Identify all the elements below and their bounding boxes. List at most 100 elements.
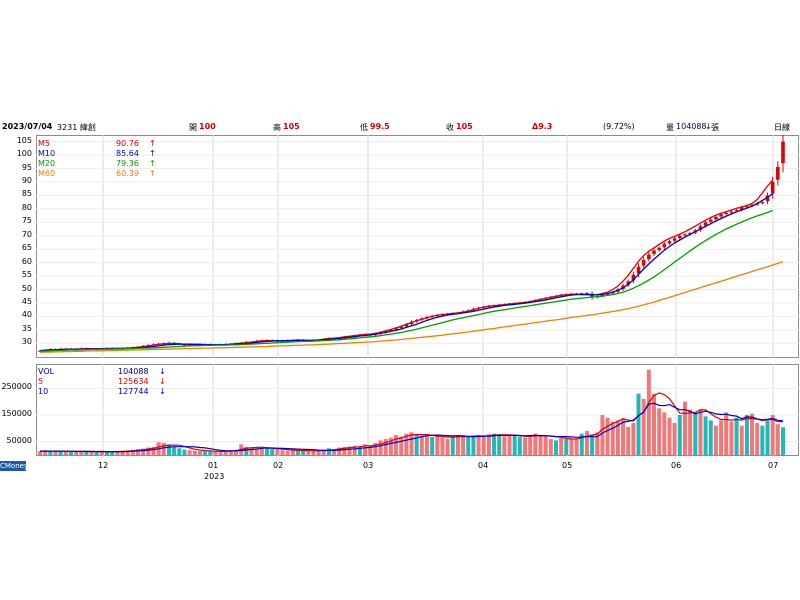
volume-bar xyxy=(105,451,110,455)
volume-bar xyxy=(450,436,455,455)
change-value: Δ9.3 xyxy=(532,122,553,131)
volume-bar xyxy=(626,427,631,455)
volume-legend-5: 5 125634 ↓ xyxy=(38,377,168,387)
volume-bar xyxy=(58,451,63,455)
volume-bar xyxy=(713,425,718,455)
volume-bar xyxy=(285,450,290,455)
volume-bar xyxy=(523,437,528,455)
legend-value: 79.36 xyxy=(116,159,139,168)
volume-bar xyxy=(559,437,564,455)
volume-bar xyxy=(419,435,424,455)
volume-bar xyxy=(605,417,610,455)
candle-body xyxy=(399,326,403,328)
volume-bar xyxy=(615,420,620,455)
candle-body xyxy=(636,266,641,274)
legend-m10: M10 85.64 ↑ xyxy=(38,149,158,159)
legend-arrow: ↑ xyxy=(149,169,156,178)
volume-bar xyxy=(48,451,53,455)
volume-bar xyxy=(151,447,156,455)
volume-bar xyxy=(234,449,239,455)
volume-bar xyxy=(553,440,558,455)
price-y-tick: 70 xyxy=(21,229,32,239)
volume-y-tick: 150000 xyxy=(1,409,32,418)
volume-bar xyxy=(259,448,264,455)
volume-bar xyxy=(161,443,166,455)
volume-unit: 張 xyxy=(711,123,719,132)
volume-bar xyxy=(394,435,399,455)
volume-bar xyxy=(584,431,589,455)
close-value: 105 xyxy=(456,122,473,131)
volume-bar xyxy=(337,447,342,455)
legend-m20: M20 79.36 ↑ xyxy=(38,159,158,169)
legend-arrow: ↑ xyxy=(149,159,156,168)
volume-bar xyxy=(43,450,48,455)
volume-bar xyxy=(641,399,646,455)
price-y-tick: 60 xyxy=(21,256,32,266)
volume-bar xyxy=(724,412,729,455)
volume-bar xyxy=(280,450,285,455)
volume-bar xyxy=(352,445,357,455)
volume-bar xyxy=(693,412,698,455)
legend-value: 104088 xyxy=(118,367,149,376)
stock-name: 3231 緯創 xyxy=(57,123,96,132)
volume-bar xyxy=(388,437,393,455)
volume-bar xyxy=(445,439,450,455)
volume-bar xyxy=(564,439,569,455)
volume-bar xyxy=(435,435,440,455)
period-label: 日線 xyxy=(774,123,790,132)
volume-bar xyxy=(755,423,760,455)
volume-bar xyxy=(424,436,429,455)
volume-bar xyxy=(528,436,533,455)
legend-arrow: ↑ xyxy=(149,149,156,158)
volume-bar xyxy=(192,450,197,455)
volume-bar xyxy=(326,448,331,455)
candle-body xyxy=(389,329,393,331)
candle-body xyxy=(652,250,656,254)
volume-bar xyxy=(430,436,435,455)
change-pct: (9.72%) xyxy=(603,122,635,131)
volume-bar xyxy=(357,447,362,455)
volume-bar xyxy=(141,448,146,455)
volume-bar xyxy=(672,423,677,455)
volume-bar xyxy=(347,446,352,455)
volume-bar xyxy=(461,435,466,455)
volume-bar xyxy=(187,450,192,455)
open-label: 開 xyxy=(189,123,197,132)
price-y-tick: 65 xyxy=(21,243,32,253)
volume-bar xyxy=(760,425,765,455)
volume-bar xyxy=(218,451,223,455)
volume-bar xyxy=(775,424,780,455)
volume-bar xyxy=(466,436,471,455)
volume-bar xyxy=(53,451,58,455)
ma-line-m10 xyxy=(39,193,774,352)
volume-bar xyxy=(667,417,672,455)
legend-name: M20 xyxy=(38,159,56,168)
volume-bar xyxy=(729,421,734,455)
volume-bar xyxy=(590,435,595,455)
volume-bar xyxy=(543,435,548,455)
volume-bar xyxy=(409,432,414,455)
volume-bar xyxy=(765,420,770,455)
price-y-tick: 50 xyxy=(21,283,32,293)
volume-bar xyxy=(177,448,182,455)
volume-bar xyxy=(636,393,641,455)
candle-body xyxy=(698,226,703,230)
month-label: 07 xyxy=(768,461,779,470)
candle-body xyxy=(662,243,667,248)
candle-body xyxy=(765,195,770,202)
candle-body xyxy=(404,324,409,327)
volume-bar xyxy=(770,415,775,455)
volume-bar xyxy=(579,433,584,455)
legend-value: 85.64 xyxy=(116,149,139,158)
volume-bar xyxy=(89,451,94,455)
volume-bar xyxy=(136,449,141,455)
volume-bar xyxy=(698,409,703,455)
candle-body xyxy=(781,141,785,164)
candle-body xyxy=(739,207,744,210)
candle-body xyxy=(683,234,687,236)
volume-bar xyxy=(440,437,445,455)
month-label: 01 xyxy=(208,461,219,470)
month-label: 05 xyxy=(562,461,573,470)
volume-bar xyxy=(703,416,708,455)
volume-bar xyxy=(538,435,543,455)
